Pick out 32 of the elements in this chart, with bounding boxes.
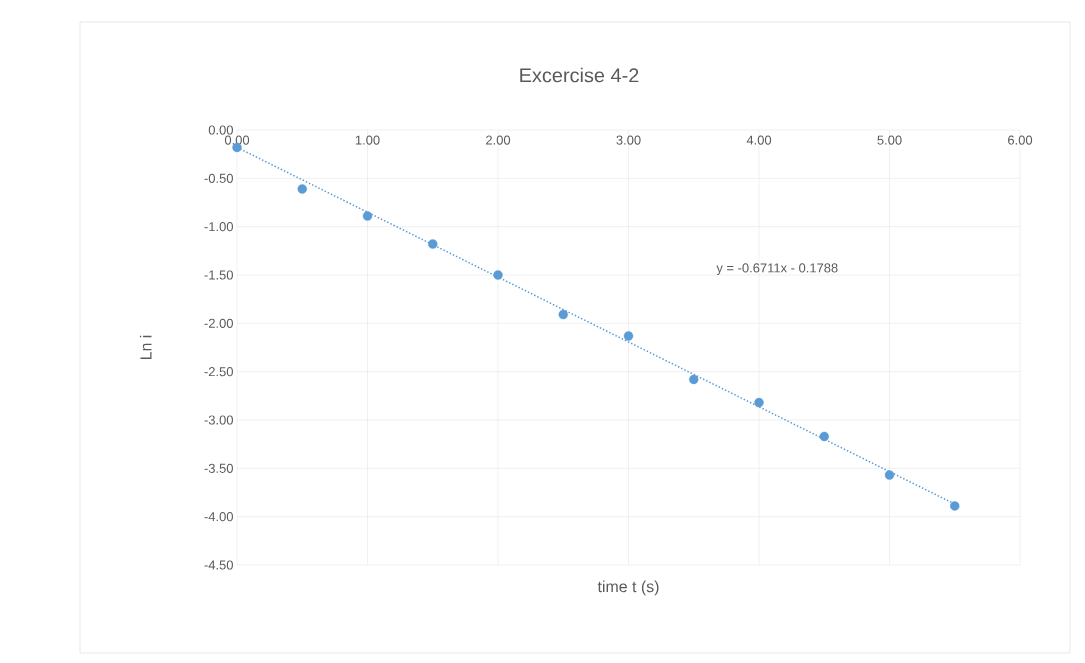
point (297, 184, 307, 194)
annotation: y = -0.6711x - 0.1788 (716, 263, 838, 276)
x-tick-label: 5.00 (877, 135, 902, 145)
y-axis-title: Ln i (139, 335, 152, 360)
point (493, 270, 503, 280)
x-tick-label: 3.00 (616, 135, 641, 145)
point (623, 331, 634, 341)
y-tick-label: -3.50 (204, 463, 233, 473)
point (428, 239, 438, 249)
point (558, 309, 568, 320)
y-tick-label: -2.50 (204, 367, 233, 377)
x-tick-label: 6.00 (1008, 135, 1033, 145)
y-tick-label: -2.00 (204, 318, 233, 328)
point (362, 211, 373, 221)
y-tick-label: -1.00 (204, 222, 233, 232)
x-axis-title: time t (s) (597, 580, 659, 596)
y-tick-label: -3.00 (204, 415, 233, 425)
point (689, 374, 699, 385)
y-tick-label: -4.00 (204, 512, 233, 522)
chart-title: Excercise 4-2 (520, 67, 639, 83)
x-tick-label: 1.00 (355, 135, 380, 145)
point (754, 397, 764, 408)
point (884, 470, 895, 480)
point (950, 501, 960, 511)
y-tick-label: 0.00 (208, 125, 233, 135)
y-tick-label: -4.50 (204, 560, 233, 570)
x-tick-label: 2.00 (486, 135, 511, 145)
y-tick-label: -0.50 (204, 173, 233, 183)
x-tick-label: 0.00 (224, 135, 250, 145)
y-tick-label: -1.50 (204, 270, 233, 280)
x-tick-label: 4.00 (746, 135, 772, 145)
point (819, 431, 829, 442)
